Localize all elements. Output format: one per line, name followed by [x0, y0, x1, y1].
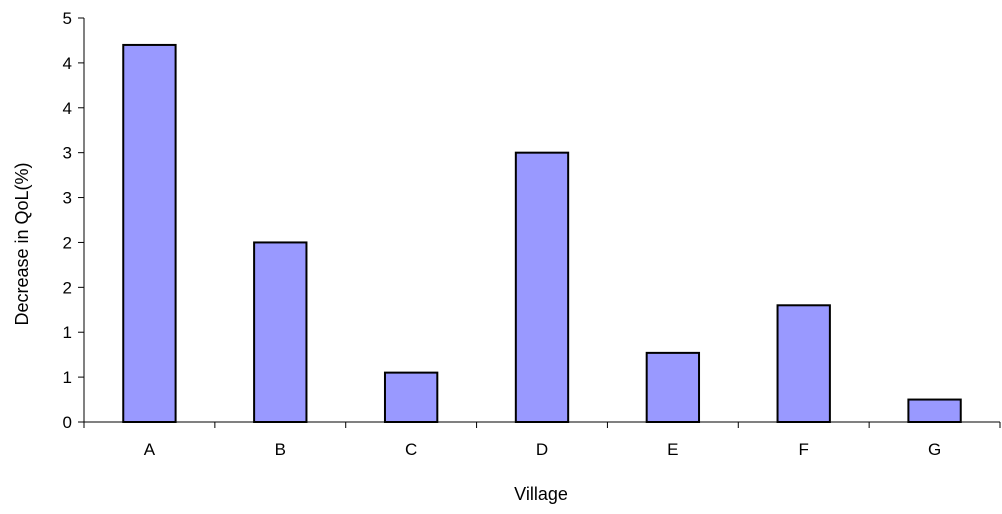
x-tick-label: A [144, 440, 156, 459]
x-axis: A B C D E F G [83, 421, 1001, 459]
y-tick-label: 3 [63, 189, 72, 208]
y-tick-label: 1 [63, 368, 72, 387]
y-tick-label: 4 [63, 54, 72, 73]
bars-group [122, 43, 962, 424]
y-axis-label: Decrease in QoL(%) [12, 162, 32, 325]
bar-e [645, 351, 701, 424]
bar-c [383, 371, 439, 423]
x-tick-label: D [536, 440, 548, 459]
y-tick-label: 3 [63, 144, 72, 163]
y-tick-label: 5 [63, 9, 72, 28]
x-tick-label: G [928, 440, 941, 459]
y-tick-label: 2 [63, 233, 72, 252]
bar-g [907, 398, 962, 423]
bar-f [776, 304, 831, 423]
x-tick-label: E [667, 440, 678, 459]
x-tick-label: B [275, 440, 286, 459]
x-tick-label: F [799, 440, 809, 459]
y-tick-label: 0 [63, 413, 72, 432]
bar-d [514, 151, 570, 424]
y-axis: 0 1 1 2 2 3 3 4 4 5 [63, 9, 85, 432]
y-tick-label: 2 [63, 278, 72, 297]
x-tick-label: C [405, 440, 417, 459]
x-axis-label: Village [514, 484, 568, 504]
bar-b [253, 241, 308, 423]
y-tick-label: 4 [63, 99, 72, 118]
y-tick-label: 1 [63, 323, 72, 342]
bar-a [122, 43, 177, 424]
